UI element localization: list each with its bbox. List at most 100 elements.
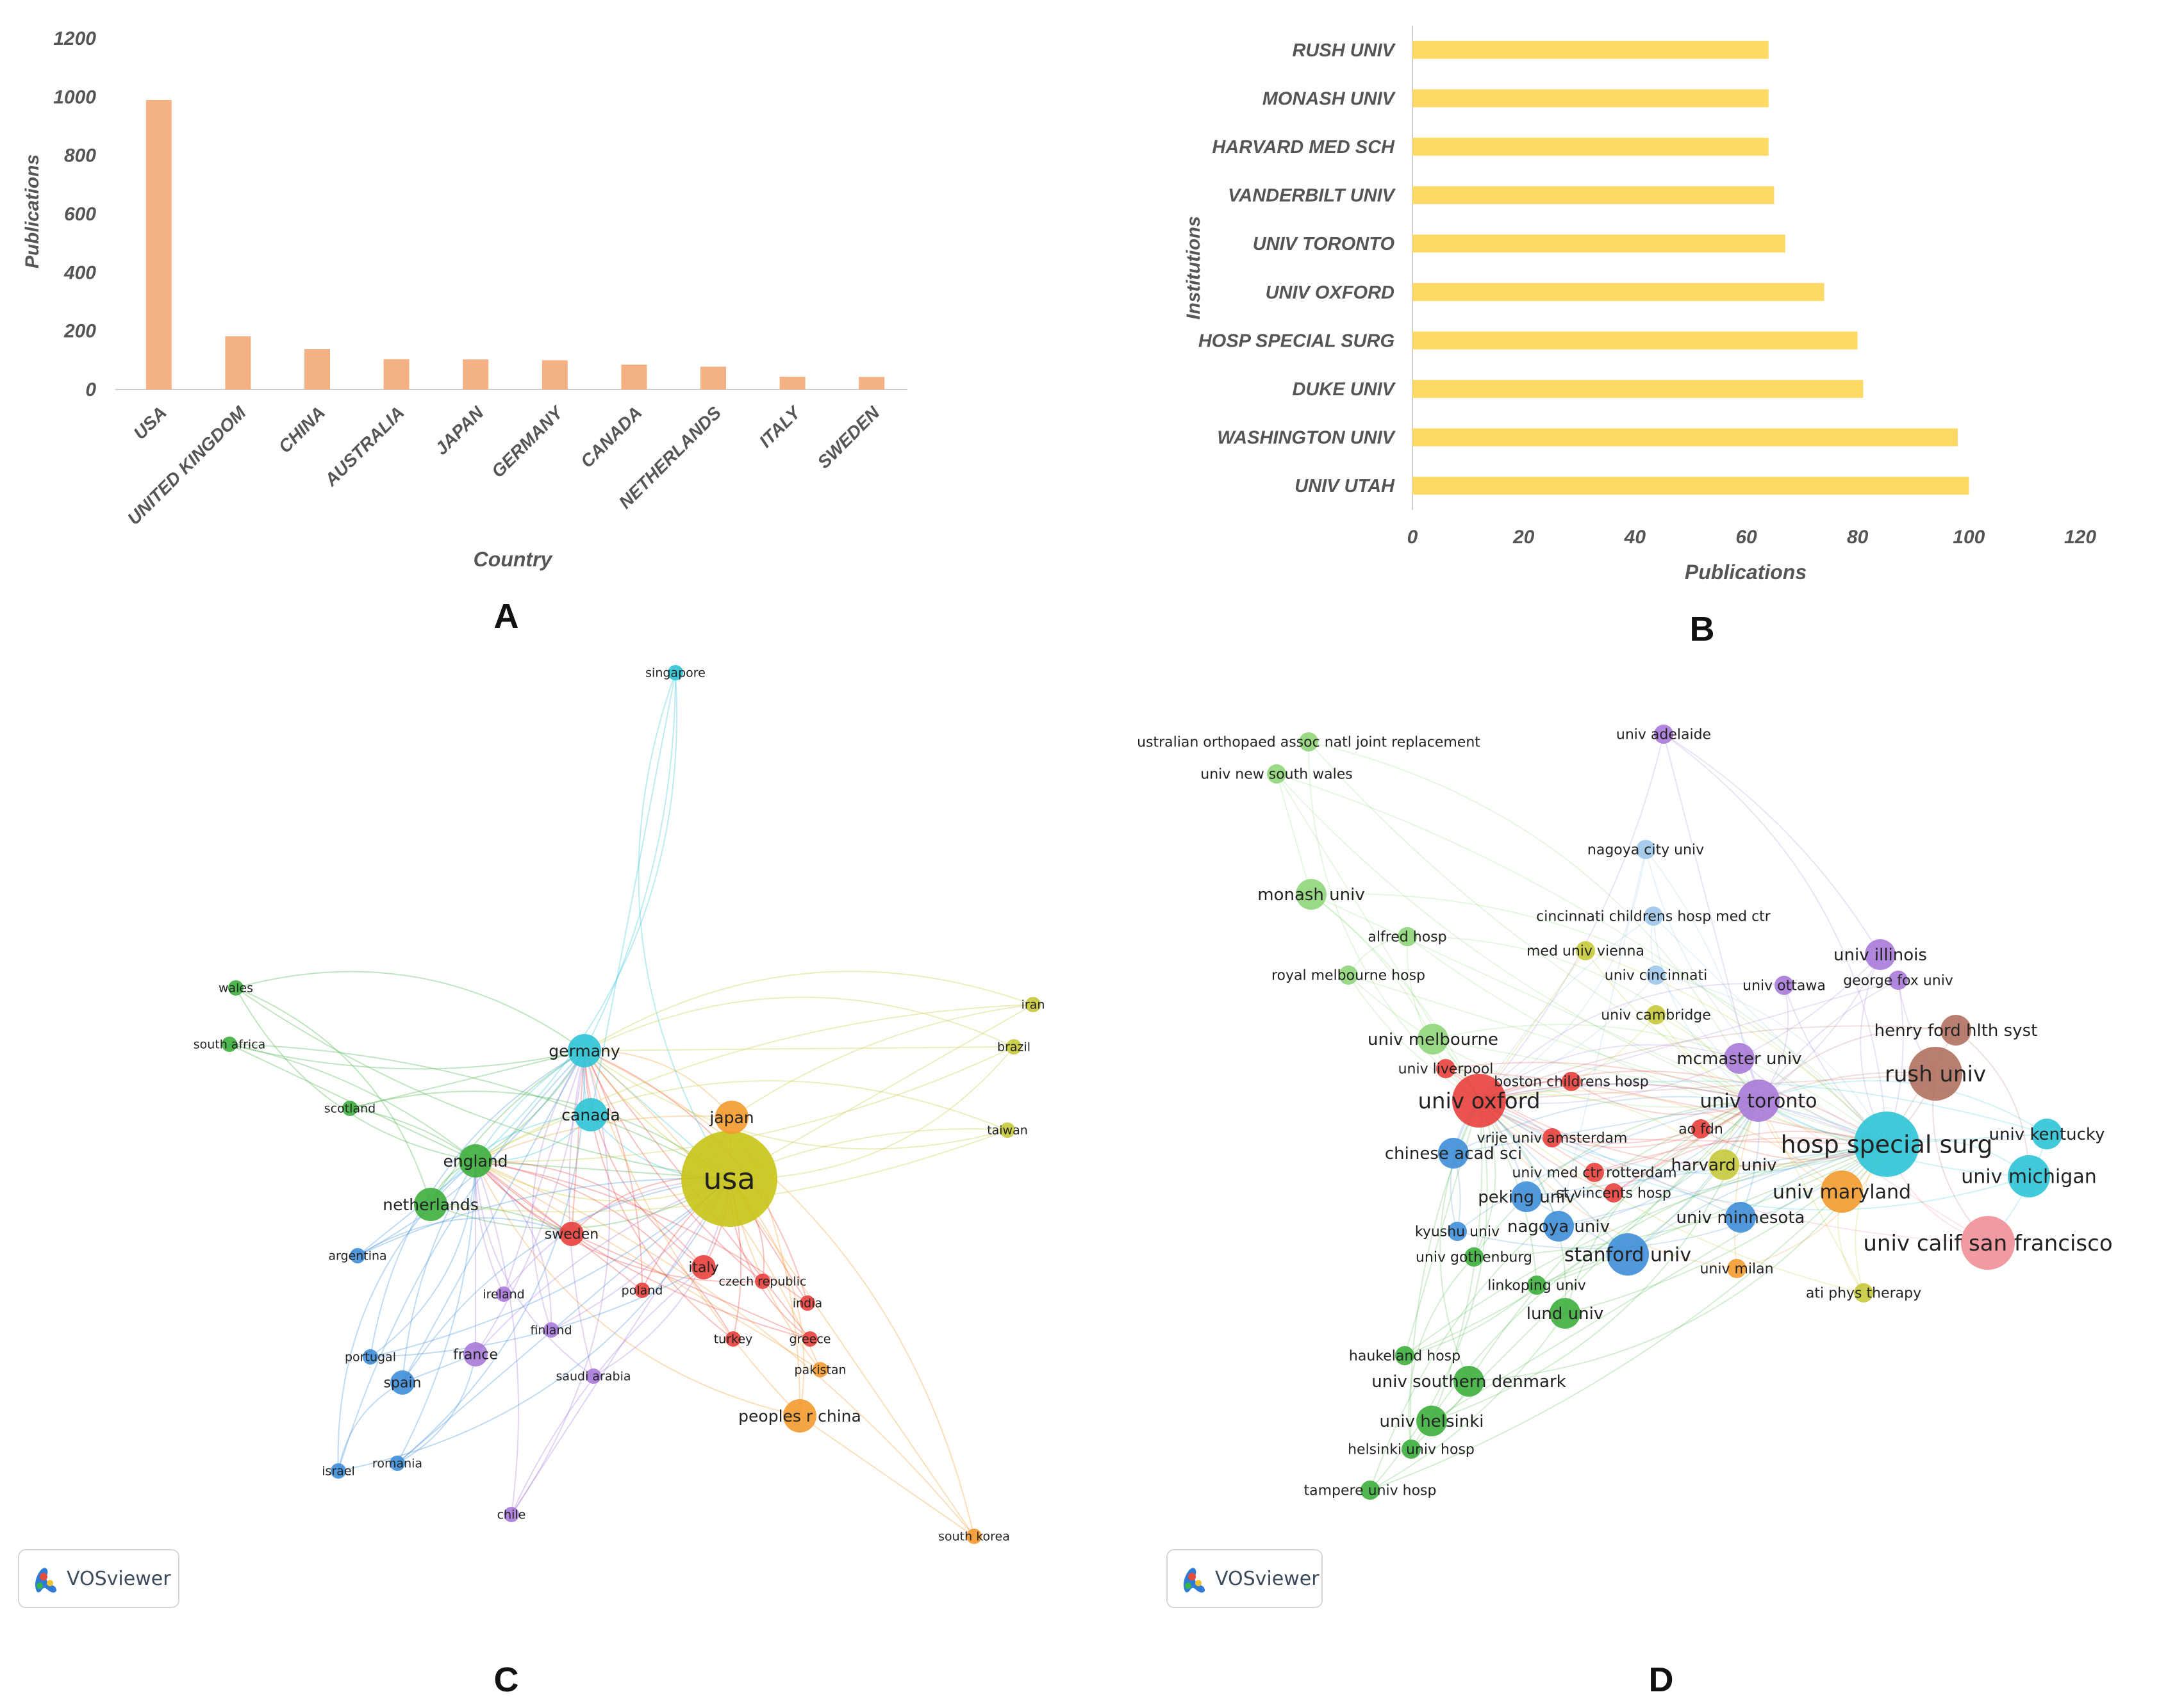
link [475, 1046, 1014, 1162]
node-univ-oxford [1452, 1074, 1506, 1128]
link [571, 1050, 585, 1235]
node-label: univ adelaide [1616, 727, 1711, 743]
node-label: england [443, 1152, 508, 1170]
link [1311, 894, 1434, 1040]
link [584, 996, 1014, 1051]
node-saudi-arabia [586, 1368, 601, 1384]
node-univ-calif-san-francisco [1961, 1216, 2015, 1270]
panel-b-category-label: VANDERBILT UNIV [1228, 186, 1396, 206]
panel-b-category-label: HARVARD MED SCH [1212, 137, 1395, 158]
link [1348, 974, 1759, 1108]
link [568, 1050, 594, 1377]
node-univ-helsinki [1416, 1406, 1447, 1436]
link [370, 1178, 730, 1358]
node-nagoya-univ [1543, 1211, 1574, 1242]
node-chinese-acad-sci [1438, 1138, 1469, 1169]
node-label: tampere univ hosp [1304, 1483, 1437, 1499]
panel-b-category-label: UNIV OXFORD [1266, 283, 1394, 303]
node-univ-med-ctr-rotterdam [1585, 1163, 1604, 1182]
node-henry-ford-hlth-syst [1940, 1015, 1971, 1046]
link [475, 1160, 520, 1515]
panel-b-category-label: HOSP SPECIAL SURG [1198, 331, 1394, 351]
panel-a-y-tick-label: 0 [85, 379, 96, 400]
link [475, 1160, 808, 1304]
link [475, 1160, 811, 1340]
node-univ-maryland [1821, 1170, 1863, 1213]
bar-harvard-med-sch [1412, 138, 1769, 156]
bar-monash-univ [1412, 89, 1769, 108]
node-label: ustralian orthopaed assoc natl joint rep… [1137, 735, 1480, 751]
link [1478, 1100, 1741, 1218]
link [1571, 1081, 1887, 1145]
link [1478, 1100, 1628, 1255]
panel-b-category-labels: RUSH UNIV MONASH UNIV HARVARD MED SCH VANDE… [1198, 40, 1396, 497]
link [1758, 1080, 2048, 1135]
link [475, 1160, 704, 1268]
bar-germany [542, 360, 568, 390]
link [1432, 1039, 1759, 1101]
node-label: alfred hosp [1368, 930, 1446, 946]
node-univ-cambridge [1646, 1005, 1666, 1024]
link [584, 971, 1034, 1051]
node-label: univ southern denmark [1371, 1372, 1566, 1392]
panel-a-label: A [494, 597, 519, 636]
node-ao-fdn [1691, 1119, 1710, 1138]
vosviewer-badge-d: VOSviewer [1166, 1549, 1323, 1608]
link [370, 1050, 585, 1358]
link [1733, 1100, 1759, 1269]
link [235, 987, 431, 1205]
node-label: univ calif san francisco [1863, 1231, 2112, 1256]
node-boston-childrens-hosp [1562, 1072, 1581, 1091]
link [1478, 1090, 1842, 1192]
panel-a-x-tick-label: CHINA [275, 402, 329, 457]
node-univ-toronto [1737, 1080, 1780, 1122]
panel-a-y-tick-label: 200 [63, 321, 96, 342]
link [731, 1004, 1034, 1118]
panel-b-x-tick-label: 20 [1512, 527, 1535, 548]
panel-c-country-network: usa england netherlands germany canada japan s… [194, 665, 1045, 1699]
node-univ-milan [1727, 1259, 1746, 1278]
node-romania [390, 1456, 405, 1471]
link [1478, 1094, 1725, 1165]
panel-a-y-tick-label: 600 [64, 204, 96, 225]
node-label: haukeland hosp [1349, 1349, 1460, 1365]
node-ireland [496, 1286, 511, 1302]
node-helsinki-univ-hosp [1402, 1440, 1421, 1459]
node-label: ireland [483, 1288, 524, 1302]
bar-washington-univ [1412, 428, 1958, 447]
panel-b-x-axis-label: Publications [1685, 561, 1807, 584]
link [349, 1050, 585, 1109]
node-label: israel [322, 1465, 355, 1479]
link [1478, 980, 1899, 1101]
link [1536, 1144, 1887, 1286]
node-label: germany [549, 1042, 620, 1060]
node-label: japan [709, 1108, 754, 1127]
link [1653, 916, 1759, 1101]
node-pakistan [813, 1362, 828, 1377]
node-label: netherlands [383, 1195, 479, 1214]
bar-australia [383, 359, 410, 390]
node-label: mcmaster univ [1676, 1049, 1801, 1069]
node-lund-univ [1550, 1298, 1580, 1329]
node-peoples-r-china [783, 1399, 816, 1433]
panel-d-label: D [1649, 1661, 1674, 1699]
node-label: univ illinois [1833, 946, 1927, 965]
panel-c-node-labels: usa england netherlands germany canada japan s… [194, 666, 1045, 1544]
node-japan [715, 1101, 749, 1134]
panel-a-x-axis-label: Country [474, 548, 554, 571]
link [1432, 1024, 1887, 1145]
panel-a-y-tick-label: 400 [63, 262, 96, 283]
link [370, 1160, 476, 1358]
node-label: univ michigan [1961, 1166, 2097, 1188]
bar-univ-utah [1412, 477, 1969, 495]
node-label: saudi arabia [556, 1370, 631, 1384]
panel-d-nodes [1267, 725, 2062, 1500]
link [475, 1080, 1008, 1162]
node-label: iran [1022, 998, 1045, 1012]
node-israel [331, 1463, 346, 1479]
link [1478, 1044, 1740, 1101]
link [584, 1050, 643, 1291]
link [338, 1382, 403, 1472]
node-label: spain [384, 1375, 422, 1392]
